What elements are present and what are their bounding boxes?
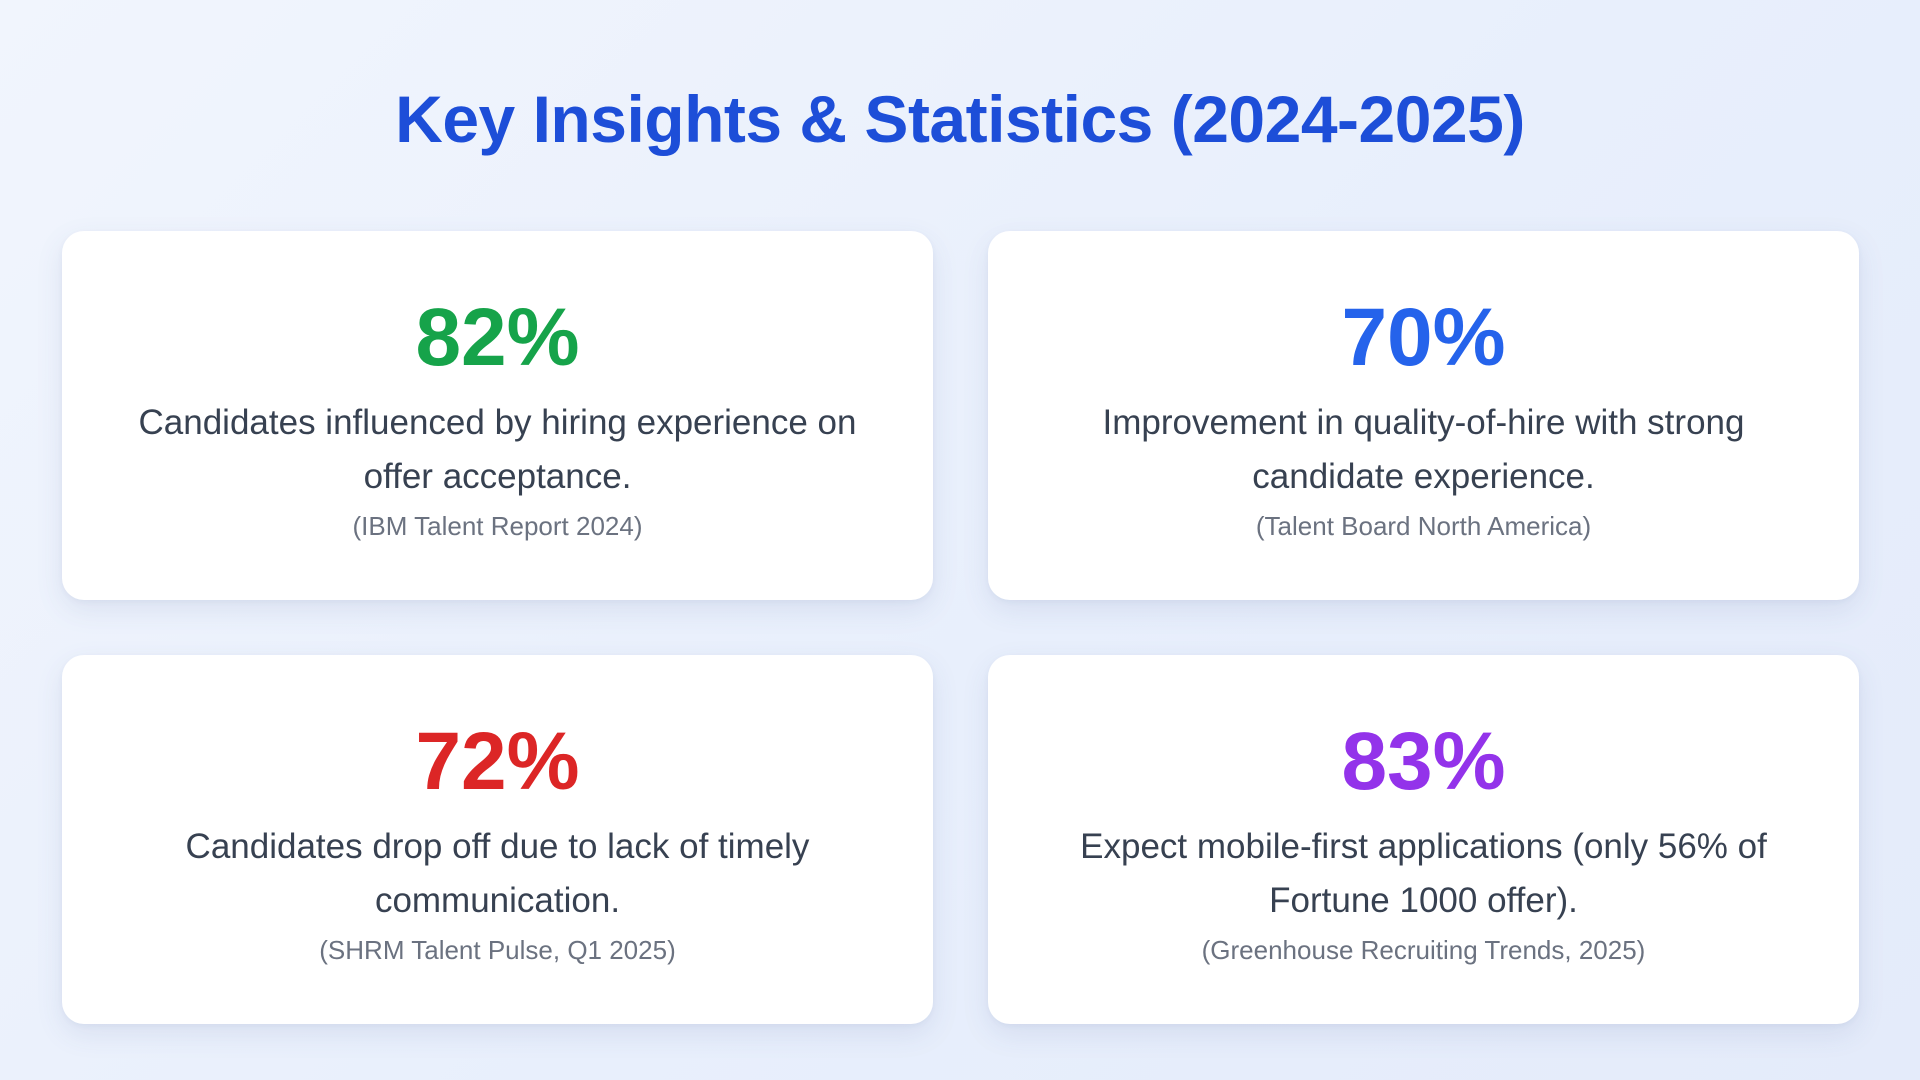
stat-value: 70% (1341, 292, 1506, 383)
stat-source: (SHRM Talent Pulse, Q1 2025) (319, 935, 676, 965)
stat-card-candidate-drop-off: 72% Candidates drop off due to lack of t… (62, 655, 933, 1024)
stat-source: (IBM Talent Report 2024) (352, 511, 643, 541)
stat-source: (Talent Board North America) (1255, 511, 1592, 541)
stat-description: Candidates influenced by hiring experien… (138, 403, 857, 496)
stat-source: (Greenhouse Recruiting Trends, 2025) (1201, 935, 1646, 965)
page-title: Key Insights & Statistics (2024-2025) (395, 82, 1525, 156)
stat-card-mobile-first: 83% Expect mobile-first applications (on… (988, 655, 1859, 1024)
stat-value: 82% (415, 292, 580, 383)
stat-value: 83% (1341, 716, 1506, 807)
stat-card-quality-of-hire: 70% Improvement in quality-of-hire with … (988, 231, 1859, 600)
stat-description: Expect mobile-first applications (only 5… (1080, 827, 1767, 920)
stat-card-offer-acceptance: 82% Candidates influenced by hiring expe… (62, 231, 933, 600)
stat-description: Candidates drop off due to lack of timel… (185, 827, 810, 920)
stat-description: Improvement in quality-of-hire with stro… (1102, 403, 1745, 496)
stat-value: 72% (415, 716, 580, 807)
